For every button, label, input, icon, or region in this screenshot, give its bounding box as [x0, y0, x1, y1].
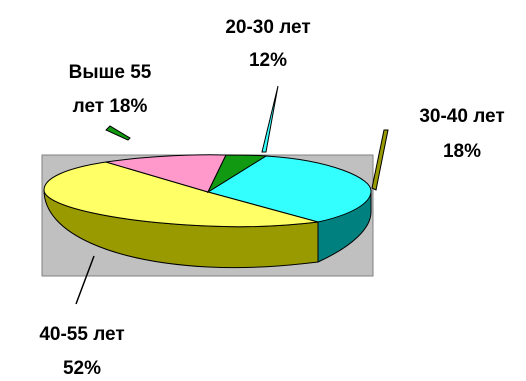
label-30-40-line2: 18%: [443, 141, 481, 162]
exploded-wedge-20-30: [261, 85, 279, 153]
label-above-55-line2: лет 18%: [73, 96, 148, 117]
slice-top-20-30: [206, 155, 372, 223]
label-20-30-line1: 20-30 лет: [225, 17, 310, 38]
side-wall-20-30: [317, 191, 372, 263]
slice-top-small: [206, 154, 268, 194]
slice-top-40-55: [43, 161, 319, 228]
label-40-55-line2: 52%: [63, 358, 101, 379]
label-40-55-line1: 40-55 лет: [39, 324, 124, 345]
label-30-40-line1: 30-40 лет: [419, 106, 504, 127]
exploded-wedge-above-55: [105, 125, 131, 141]
leader-line-40-55: [75, 255, 95, 305]
label-above-55-line1: Выше 55: [69, 62, 152, 83]
slice-top-above-55: [105, 154, 227, 193]
exploded-wedge-30-40: [371, 129, 389, 191]
label-20-30-line2: 12%: [249, 50, 287, 71]
